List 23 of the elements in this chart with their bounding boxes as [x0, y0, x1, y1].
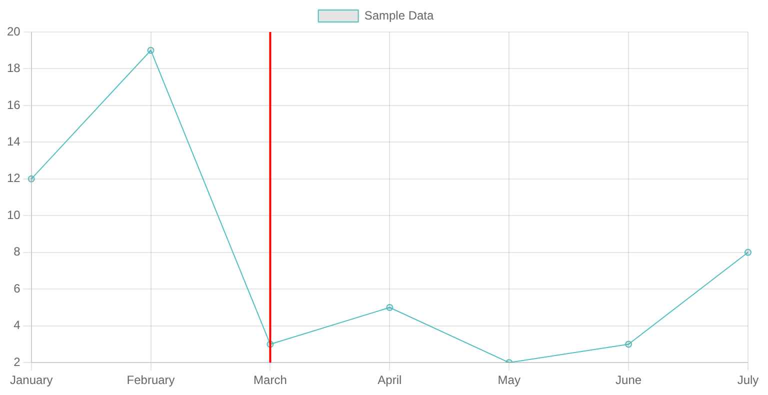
y-tick-label: 20	[6, 24, 21, 38]
y-tick-label: 8	[14, 244, 21, 259]
y-tick-label: 6	[14, 281, 21, 296]
y-tick-label: 2	[14, 354, 21, 369]
x-tick-label: March	[254, 373, 287, 388]
point	[147, 46, 154, 54]
x-tick-label: January	[10, 373, 53, 388]
x-tick-label: July	[737, 373, 759, 388]
y-tick-label: 12	[6, 171, 21, 186]
point	[28, 175, 35, 182]
point	[386, 304, 394, 311]
y-tick-label: 4	[14, 318, 21, 332]
y-tick-label: 10	[6, 208, 21, 222]
x-tick-label: May	[498, 373, 520, 388]
y-tick-label: 14	[6, 134, 21, 149]
legend-label: Sample Data	[364, 8, 434, 22]
point	[625, 340, 632, 348]
x-tick-label: February	[126, 373, 175, 388]
y-tick-label: 18	[6, 61, 21, 76]
point	[744, 248, 752, 256]
y-tick-label: 16	[6, 98, 21, 112]
x-tick-label: June	[616, 373, 642, 388]
x-tick-label: April	[378, 373, 402, 388]
